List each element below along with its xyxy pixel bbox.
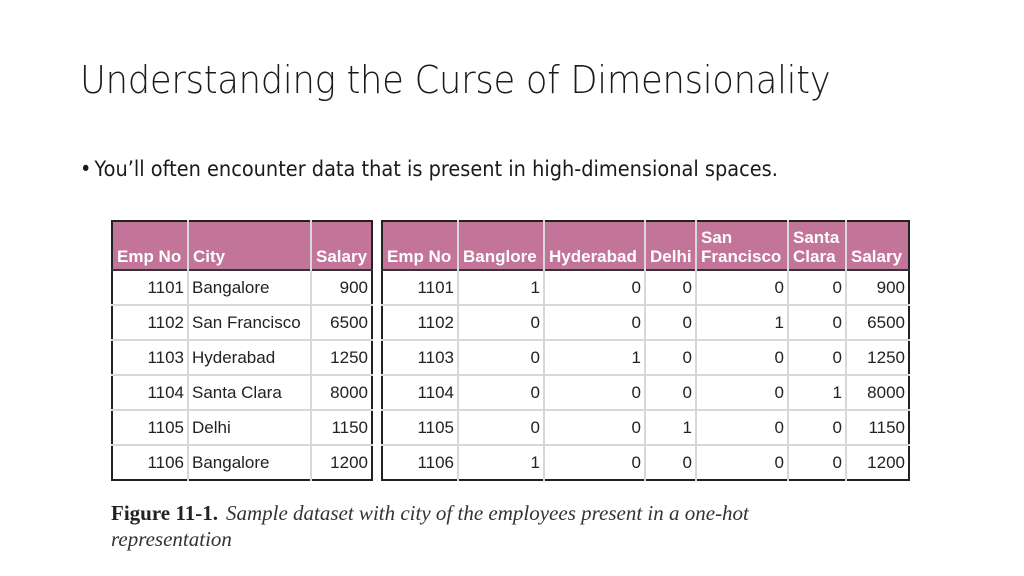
cell: 1 <box>644 409 696 445</box>
cell: 0 <box>543 374 645 410</box>
cell-salary: 900 <box>310 270 372 305</box>
figure-caption-text: Sample dataset with city of the employee… <box>111 501 749 551</box>
cell-salary: 1200 <box>310 444 372 480</box>
table-row: 1103 0 1 0 0 0 1250 <box>382 339 909 375</box>
cell: 0 <box>695 339 788 375</box>
table-row: 1103 Hyderabad 1250 <box>112 339 372 375</box>
column-header: Emp No <box>112 221 188 270</box>
cell: 0 <box>787 409 846 445</box>
cell: 0 <box>787 304 846 340</box>
bullet-point: • You’ll often encounter data that is pre… <box>80 157 778 182</box>
cell: 1106 <box>382 444 458 480</box>
cell: 1 <box>543 339 645 375</box>
cell-city: Santa Clara <box>187 374 311 410</box>
cell: 0 <box>695 374 788 410</box>
figure-caption: Figure 11-1. Sample dataset with city of … <box>111 500 871 552</box>
cell-city: Bangalore <box>187 444 311 480</box>
cell: 8000 <box>845 374 909 410</box>
one-hot-encoded-table: Emp No Banglore Hyderabad Delhi San Fran… <box>381 220 910 481</box>
cell-emp-no: 1103 <box>112 339 188 375</box>
column-header: City <box>187 221 311 270</box>
table-row: 1102 San Francisco 6500 <box>112 304 372 340</box>
column-header: Emp No <box>382 221 458 270</box>
cell: 1104 <box>382 374 458 410</box>
table-row: 1105 0 0 1 0 0 1150 <box>382 409 909 445</box>
table-row: 1106 Bangalore 1200 <box>112 444 372 480</box>
cell: 1 <box>457 444 544 480</box>
cell: 0 <box>787 270 846 305</box>
cell: 0 <box>644 444 696 480</box>
cell: 0 <box>543 270 645 305</box>
cell-salary: 8000 <box>310 374 372 410</box>
cell: 0 <box>644 270 696 305</box>
cell: 0 <box>787 444 846 480</box>
cell: 1101 <box>417 277 454 297</box>
bullet-icon: • <box>80 157 92 182</box>
figure-label: Figure 11-1. <box>111 501 218 525</box>
cell-emp-no: 1104 <box>112 374 188 410</box>
table-row: 1105 Delhi 1150 <box>112 409 372 445</box>
cell: 0 <box>644 339 696 375</box>
bullet-text: You’ll often encounter data that is pres… <box>94 157 778 182</box>
column-header: San Francisco <box>695 221 788 270</box>
cell-emp-no: 1105 <box>112 409 188 445</box>
table-row: 1101 Bangalore 900 <box>112 270 372 305</box>
table-row: 1102 0 0 0 1 0 6500 <box>382 304 909 340</box>
cell-salary: 1250 <box>310 339 372 375</box>
column-header: Banglore <box>457 221 544 270</box>
cell: 1250 <box>845 339 909 375</box>
cell-emp-no: 1102 <box>112 304 188 340</box>
original-dataset-table: Emp No City Salary 1101 Bangalore 900 1102… <box>111 220 373 481</box>
table-row: 1106 1 0 0 0 0 1200 <box>382 444 909 480</box>
table-row: 1104 0 0 0 0 1 8000 <box>382 374 909 410</box>
cell: 0 <box>457 409 544 445</box>
column-header: Salary <box>310 221 372 270</box>
cell: 1103 <box>382 339 458 375</box>
cell-emp-no: 1101 <box>147 277 184 297</box>
cell: 0 <box>695 270 788 305</box>
cell: 0 <box>457 304 544 340</box>
cell: 0 <box>457 374 544 410</box>
table-row: 1104 Santa Clara 8000 <box>112 374 372 410</box>
cell: 0 <box>644 374 696 410</box>
cell: 900 <box>845 270 909 305</box>
cell-salary: 1150 <box>310 409 372 445</box>
cell-salary: 6500 <box>310 304 372 340</box>
cell: 6500 <box>845 304 909 340</box>
table-header-row: Emp No Banglore Hyderabad Delhi San Fran… <box>382 221 909 270</box>
cell: 0 <box>457 339 544 375</box>
cell: 0 <box>644 304 696 340</box>
cell: 1 <box>787 374 846 410</box>
table-header-row: Emp No City Salary <box>112 221 372 270</box>
cell: 1 <box>457 270 544 305</box>
cell: 0 <box>695 409 788 445</box>
cell: 1150 <box>845 409 909 445</box>
cell: 1 <box>695 304 788 340</box>
column-header: Delhi <box>644 221 696 270</box>
cell: 0 <box>543 304 645 340</box>
cell: 0 <box>695 444 788 480</box>
cell: 0 <box>787 339 846 375</box>
cell-city: Hyderabad <box>187 339 311 375</box>
cell-city: San Francisco <box>187 304 311 340</box>
table-row: 1101 1 0 0 0 0 900 <box>382 270 909 305</box>
cell: 0 <box>543 444 645 480</box>
cell: 0 <box>543 409 645 445</box>
column-header: Hyderabad <box>543 221 645 270</box>
slide-title: Understanding the Curse of Dimensionalit… <box>80 58 831 102</box>
cell: 1200 <box>845 444 909 480</box>
cell-emp-no: 1106 <box>112 444 188 480</box>
column-header: Salary <box>845 221 909 270</box>
cell: 1102 <box>382 304 458 340</box>
cell: 1105 <box>382 409 458 445</box>
cell-city: Delhi <box>187 409 311 445</box>
cell-city: Bangalore <box>187 270 311 305</box>
column-header: Santa Clara <box>787 221 846 270</box>
